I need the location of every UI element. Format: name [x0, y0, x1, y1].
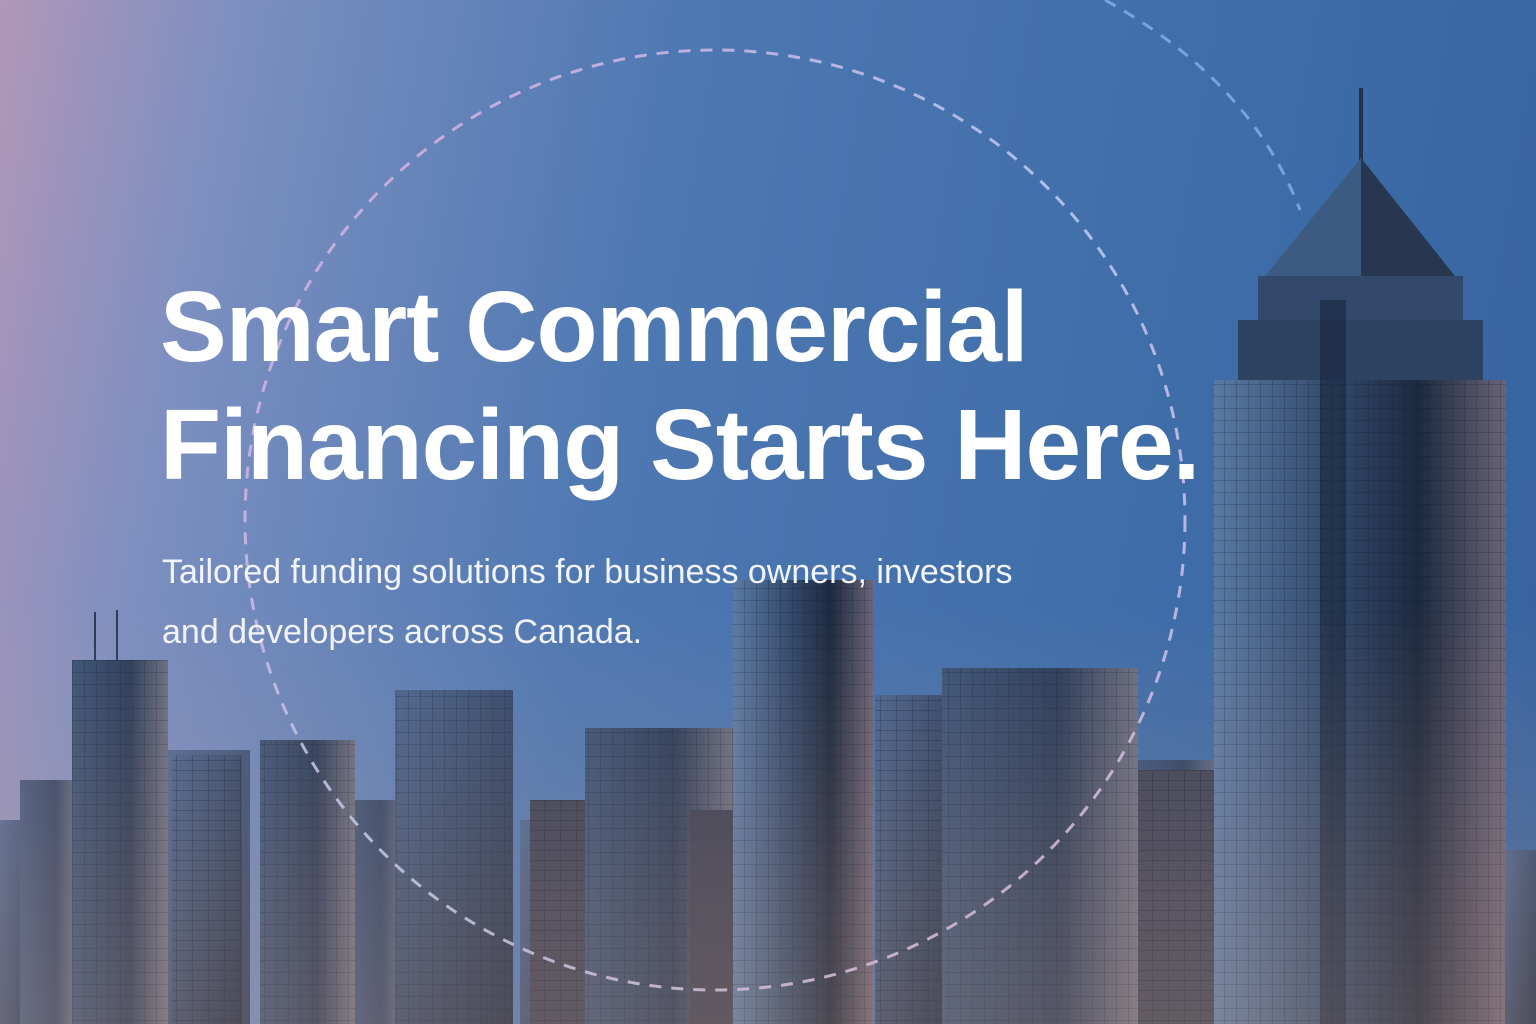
headline-line-1: Smart Commercial: [160, 271, 1029, 383]
subtitle-line-1: Tailored funding solutions for business …: [162, 553, 1013, 591]
building-left-tall: [72, 610, 168, 1024]
hero-headline: Smart Commercial Financing Starts Here.: [160, 268, 1200, 504]
building-center-left: [395, 690, 750, 1024]
building-center-tall: [733, 580, 873, 1024]
building-left-mid: [172, 740, 355, 1024]
building-center-right: [875, 668, 1218, 1024]
headline-line-2: Financing Starts Here.: [160, 389, 1200, 501]
hero-subtitle: Tailored funding solutions for business …: [162, 542, 1012, 662]
building-skyscraper-spire: [1214, 88, 1506, 1024]
subtitle-line-2: and developers across Canada.: [162, 613, 643, 651]
